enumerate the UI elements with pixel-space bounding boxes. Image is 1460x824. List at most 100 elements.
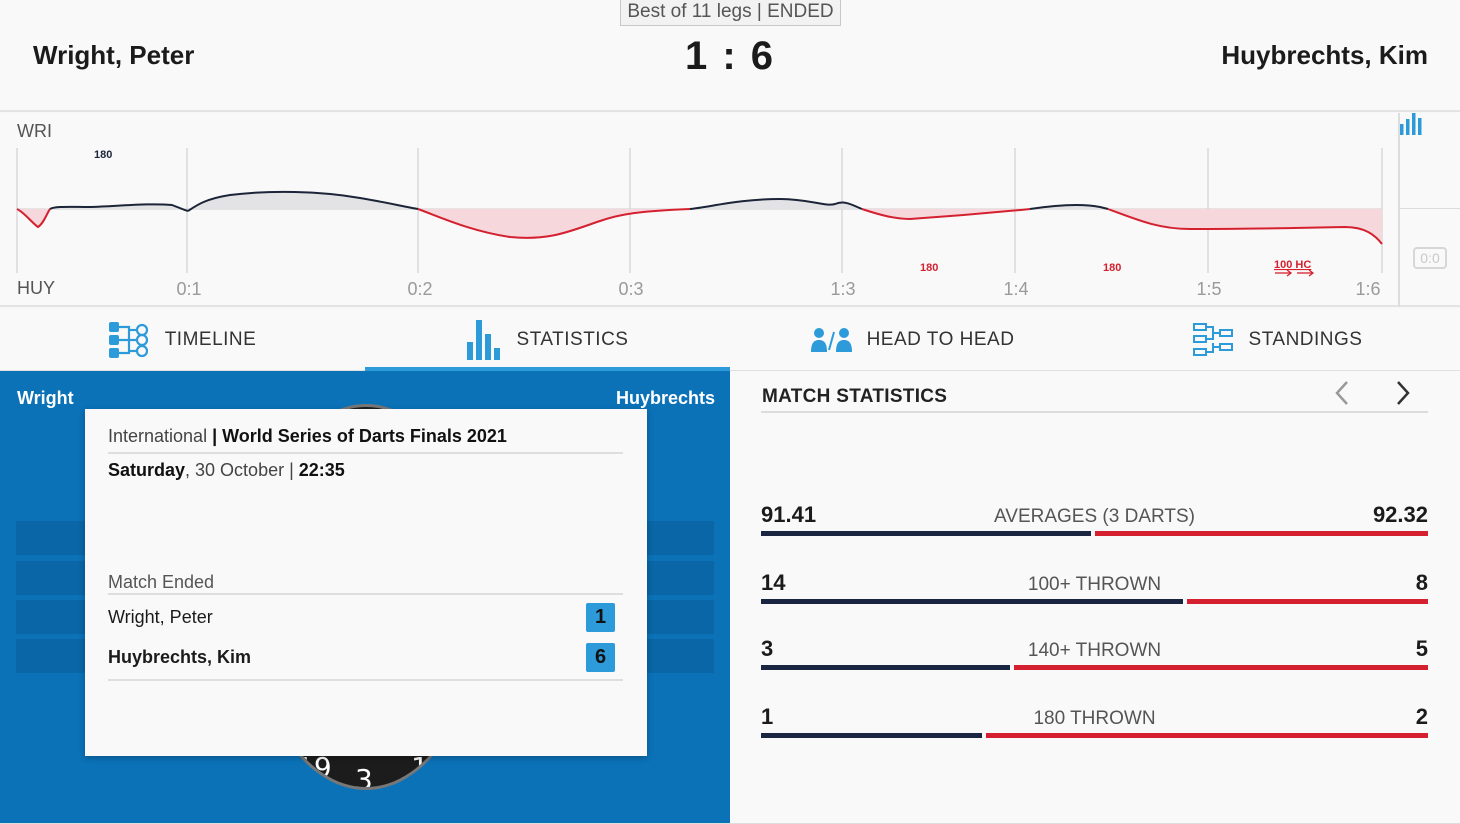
huy-180-marker: 180	[1103, 262, 1121, 274]
stat-bar-left	[761, 599, 1183, 604]
stat-label: 180 THROWN	[1033, 708, 1156, 729]
chevron-right-icon[interactable]	[1395, 380, 1411, 413]
match-statistics-panel: MATCH STATISTICS 91.41 AVERAGES (3 DARTS…	[730, 371, 1460, 824]
wri-180-marker: 180	[94, 149, 112, 161]
stat-row-140-plus: 3 140+ THROWN 5	[761, 636, 1428, 676]
stat-bar-right	[1095, 531, 1428, 536]
tab-timeline[interactable]: TIMELINE	[0, 309, 365, 371]
match-day: Saturday	[108, 460, 186, 480]
result-row: Wright, Peter 1	[108, 599, 623, 637]
stat-right-value: 5	[1415, 636, 1428, 661]
tab-head-to-head[interactable]: HEAD TO HEAD	[730, 309, 1095, 371]
player-right-name[interactable]: Huybrechts, Kim	[1221, 40, 1428, 70]
tournament-separator: |	[207, 426, 223, 446]
stat-bar-left	[761, 531, 1091, 536]
stat-bar-left	[761, 665, 1010, 670]
tab-standings[interactable]: STANDINGS	[1095, 309, 1460, 371]
stat-row-averages: 91.41 AVERAGES (3 DARTS) 92.32	[761, 502, 1428, 542]
match-status: Match Ended	[108, 572, 215, 592]
board-number: 3	[355, 763, 373, 790]
result-player-score: 6	[586, 643, 615, 672]
stat-bar-right	[986, 733, 1428, 738]
board-number: 19	[296, 751, 332, 784]
stat-left-value: 1	[761, 704, 774, 729]
zero-zero-button[interactable]: 0:0	[1413, 247, 1447, 269]
wri-line-4	[1029, 204, 1109, 210]
huy-100hc-marker: 100 HC	[1274, 259, 1311, 271]
stat-left-value: 3	[761, 636, 774, 661]
leg-label: 1:3	[830, 279, 855, 299]
match-header: Best of 11 legs | ENDED Wright, Peter 1 …	[0, 0, 1460, 112]
result-player-name: Wright, Peter	[108, 607, 213, 627]
tournament-name[interactable]: World Series of Darts Finals 2021	[222, 426, 507, 446]
tournament-line: International | World Series of Darts Fi…	[108, 426, 507, 447]
leg-label: 0:2	[407, 279, 432, 299]
match-format-badge: Best of 11 legs | ENDED	[620, 0, 841, 26]
graph-side-divider	[1400, 208, 1460, 209]
tab-label: STANDINGS	[1248, 329, 1363, 350]
board-player-left: Wright	[17, 388, 74, 408]
match-time: 22:35	[298, 460, 345, 480]
result-player-score: 1	[586, 603, 615, 632]
stat-right-value: 92.32	[1372, 502, 1428, 527]
wri-line-3	[689, 197, 863, 210]
stat-bar-right	[1014, 665, 1428, 670]
stat-left-value: 91.41	[761, 502, 817, 527]
stat-row-100-plus: 14 100+ THROWN 8	[761, 570, 1428, 610]
leg-label: 1:5	[1196, 279, 1221, 299]
leg-label: 0:1	[176, 279, 201, 299]
leg-label: 1:6	[1355, 279, 1380, 299]
card-divider	[108, 679, 623, 681]
match-score: 1 : 6	[684, 34, 776, 78]
stat-right-value: 2	[1415, 704, 1428, 729]
graph-label-huy: HUY	[17, 278, 55, 298]
card-divider	[108, 452, 623, 454]
checkout-arrows-icon	[1275, 269, 1315, 277]
timeline-icon	[108, 321, 151, 359]
stat-label: AVERAGES (3 DARTS)	[994, 506, 1195, 527]
board-number: 17	[411, 751, 447, 784]
match-info-card: International | World Series of Darts Fi…	[85, 409, 647, 756]
huy-line-3	[861, 208, 1031, 221]
statistics-icon	[466, 320, 503, 360]
tab-bar: TIMELINE STATISTICS	[0, 309, 1460, 372]
stat-right-value: 8	[1415, 570, 1428, 595]
stat-left-value: 14	[761, 570, 786, 595]
huy-line-4	[1107, 208, 1383, 245]
graph-label-wri: WRI	[17, 121, 52, 141]
player-left-name[interactable]: Wright, Peter	[33, 40, 195, 70]
stat-bar-left	[761, 733, 982, 738]
momentum-graph: WRI HUY 0:1 0:2 0:3 1:3 1:4 1:5 1:6 180 …	[0, 113, 1460, 307]
tab-label: HEAD TO HEAD	[866, 329, 1015, 350]
tab-statistics[interactable]: STATISTICS	[365, 309, 730, 372]
leg-labels: 0:1 0:2 0:3 1:3 1:4 1:5 1:6	[176, 279, 1380, 299]
bar-chart-icon[interactable]	[1400, 113, 1426, 135]
tab-label: STATISTICS	[516, 329, 629, 350]
head-to-head-icon	[810, 328, 853, 352]
stat-bar-right	[1187, 599, 1428, 604]
tab-label: TIMELINE	[164, 329, 257, 350]
stat-label: 140+ THROWN	[1027, 640, 1162, 661]
match-datetime: Saturday, 30 October | 22:35	[108, 460, 345, 481]
match-statistics-title: MATCH STATISTICS	[762, 386, 948, 407]
wri-line-1	[49, 203, 189, 212]
match-date: , 30 October |	[185, 460, 299, 480]
result-player-name: Huybrechts, Kim	[108, 647, 252, 667]
stat-row-180: 1 180 THROWN 2	[761, 704, 1428, 744]
graph-side-panel: 0:0	[1398, 113, 1460, 307]
huy-180-marker: 180	[920, 262, 938, 274]
wri-line-2	[187, 190, 419, 212]
chevron-left-icon[interactable]	[1334, 380, 1350, 413]
card-divider	[108, 593, 623, 595]
huy-advantage-area	[17, 209, 1382, 244]
standings-icon	[1192, 323, 1235, 357]
momentum-chart: WRI HUY 0:1 0:2 0:3 1:3 1:4 1:5 1:6 180 …	[16, 121, 1383, 299]
stat-label: 100+ THROWN	[1027, 574, 1162, 595]
tournament-category: International	[108, 426, 208, 446]
huy-line-1	[16, 208, 51, 229]
board-player-right: Huybrechts	[615, 388, 715, 408]
result-row: Huybrechts, Kim 6	[108, 639, 623, 677]
leg-label: 1:4	[1003, 279, 1028, 299]
huy-line-2	[417, 208, 691, 239]
